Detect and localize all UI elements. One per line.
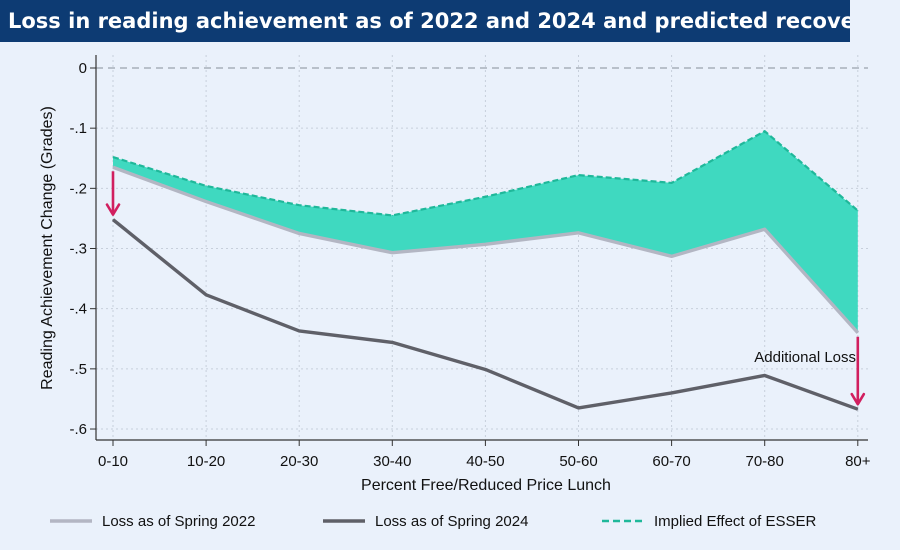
esser-area — [113, 131, 858, 333]
data-point — [391, 341, 393, 343]
data-point — [764, 228, 766, 230]
x-axis-label: Percent Free/Reduced Price Lunch — [361, 477, 611, 494]
data-point — [484, 196, 486, 198]
data-point — [484, 368, 486, 370]
arrow-head — [105, 203, 121, 216]
data-point — [857, 408, 859, 410]
y-tick-label: -.1 — [69, 120, 87, 137]
data-point — [205, 201, 207, 203]
data-point — [112, 166, 114, 168]
data-point — [578, 174, 579, 176]
x-tick-label: 30-40 — [373, 453, 411, 470]
y-tick-label: -.5 — [69, 361, 87, 378]
data-point — [857, 332, 859, 334]
data-point — [764, 374, 766, 376]
plot-area — [96, 55, 868, 440]
data-point — [391, 252, 393, 254]
x-tick-label: 10-20 — [187, 453, 225, 470]
chart-title: Loss in reading achievement as of 2022 a… — [0, 0, 850, 42]
y-axis-label: Reading Achievement Change (Grades) — [39, 106, 56, 390]
series-lines — [111, 130, 860, 411]
data-point — [857, 210, 859, 212]
data-point — [578, 407, 579, 409]
y-tick-label: 0 — [79, 60, 87, 77]
data-point — [298, 330, 300, 332]
y-tick-label: -.4 — [69, 301, 87, 318]
axes: 0 -.1 -.2 -.3 -.4 -.5 -.6 0-10 10-20 20-30 30-40 40… — [69, 55, 871, 470]
x-tick-label: 50-60 — [559, 453, 597, 470]
legend-label-2: Implied Effect of ESSER — [654, 513, 816, 530]
y-tick-label: -.3 — [69, 241, 87, 258]
data-point — [112, 156, 114, 158]
legend-label-0: Loss as of Spring 2022 — [102, 513, 255, 530]
x-tick-label: 60-70 — [652, 453, 690, 470]
data-point — [671, 255, 673, 257]
data-point — [205, 294, 207, 296]
x-tick-label: 40-50 — [466, 453, 504, 470]
data-point — [112, 219, 114, 221]
arrow-head — [850, 392, 866, 406]
data-point — [391, 214, 393, 216]
data-point — [671, 182, 673, 184]
data-point — [578, 232, 579, 234]
legend-label-1: Loss as of Spring 2024 — [375, 513, 528, 530]
esser-fill — [113, 131, 858, 333]
legend: Loss as of Spring 2022 Loss as of Spring … — [50, 513, 816, 530]
y-tick-label: -.2 — [69, 180, 87, 197]
x-tick-label: 70-80 — [746, 453, 784, 470]
x-tick-label: 0-10 — [98, 453, 128, 470]
data-point — [671, 392, 673, 394]
x-tick-label: 80+ — [845, 453, 871, 470]
y-tick-label: -.6 — [69, 421, 87, 438]
data-point — [298, 232, 300, 234]
data-point — [764, 130, 766, 132]
arrows — [105, 171, 866, 406]
data-point — [298, 204, 300, 206]
annotation-additional-loss: Additional Loss — [754, 349, 856, 366]
data-point — [205, 185, 207, 187]
data-point — [484, 243, 486, 245]
x-tick-label: 20-30 — [280, 453, 318, 470]
